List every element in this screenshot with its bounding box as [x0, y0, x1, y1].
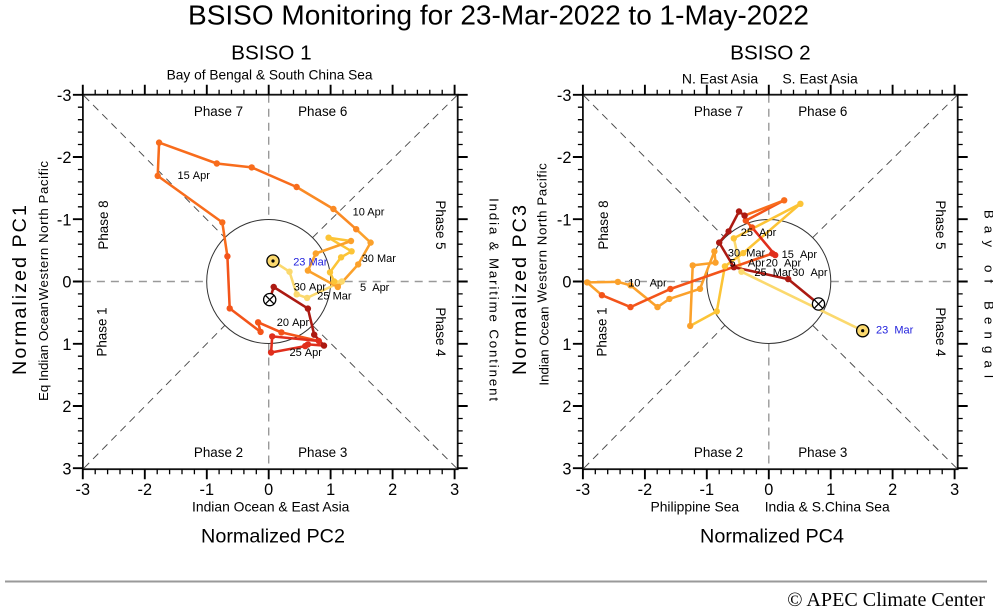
svg-text:-1: -1: [557, 211, 571, 229]
svg-text:Phase 8: Phase 8: [96, 200, 111, 249]
svg-text:-1: -1: [700, 481, 714, 499]
svg-text:25 Apr: 25 Apr: [741, 227, 777, 239]
svg-text:2: 2: [888, 481, 897, 499]
svg-text:Phase 6: Phase 6: [798, 104, 847, 119]
svg-text:2: 2: [62, 398, 71, 416]
svg-text:Normalized PC1: Normalized PC1: [9, 203, 31, 375]
svg-text:Indian Ocean: Indian Ocean: [537, 306, 552, 385]
svg-text:-3: -3: [57, 87, 71, 105]
svg-text:Phase 7: Phase 7: [194, 104, 243, 119]
svg-text:30 Mar: 30 Mar: [362, 253, 397, 265]
svg-text:20 Apr: 20 Apr: [766, 257, 802, 269]
svg-text:0: 0: [264, 481, 273, 499]
svg-text:15 Apr: 15 Apr: [178, 170, 211, 182]
svg-text:Phase 4: Phase 4: [933, 307, 948, 357]
svg-text:India & Maritime Continent: India & Maritime Continent: [487, 198, 502, 403]
svg-text:Eq Indian Ocean: Eq Indian Ocean: [36, 302, 51, 401]
svg-text:Normalized PC4: Normalized PC4: [700, 526, 844, 548]
svg-text:© APEC Climate Center: © APEC Climate Center: [787, 589, 985, 609]
svg-text:Philippine Sea: Philippine Sea: [650, 499, 739, 515]
svg-text:-1: -1: [57, 211, 71, 229]
svg-text:Phase 5: Phase 5: [433, 200, 448, 249]
svg-text:5 Apr: 5 Apr: [730, 257, 766, 269]
svg-text:S. East Asia: S. East Asia: [782, 71, 858, 87]
svg-text:-2: -2: [557, 149, 571, 167]
svg-text:Phase 3: Phase 3: [798, 445, 847, 460]
svg-text:-2: -2: [57, 149, 71, 167]
svg-text:30 Mar: 30 Mar: [728, 247, 766, 259]
svg-text:Normalized PC3: Normalized PC3: [509, 203, 531, 375]
svg-text:-3: -3: [576, 481, 590, 499]
svg-text:Phase 6: Phase 6: [298, 104, 347, 119]
svg-text:1: 1: [562, 336, 571, 354]
svg-text:Bay of Bengal: Bay of Bengal: [982, 210, 993, 385]
svg-text:Phase 8: Phase 8: [596, 200, 611, 249]
svg-text:Phase 3: Phase 3: [298, 445, 347, 460]
svg-text:0: 0: [62, 274, 71, 292]
svg-text:3: 3: [562, 460, 571, 478]
svg-text:BSISO Monitoring for 23-Mar-20: BSISO Monitoring for 23-Mar-2022 to 1-Ma…: [188, 0, 809, 31]
svg-text:23 Mar: 23 Mar: [293, 257, 328, 269]
svg-text:23 Mar: 23 Mar: [876, 325, 914, 337]
svg-text:25 Mar: 25 Mar: [317, 290, 352, 302]
svg-text:1: 1: [62, 336, 71, 354]
svg-text:5 Apr: 5 Apr: [360, 282, 390, 294]
svg-text:3: 3: [62, 460, 71, 478]
svg-text:-3: -3: [76, 481, 90, 499]
svg-text:25 Apr: 25 Apr: [290, 347, 323, 359]
svg-text:Phase 2: Phase 2: [194, 445, 243, 460]
svg-text:India & S.China Sea: India & S.China Sea: [765, 499, 890, 515]
svg-text:Phase 1: Phase 1: [94, 307, 109, 356]
svg-text:15 Apr: 15 Apr: [782, 249, 818, 261]
svg-text:Phase 5: Phase 5: [933, 200, 948, 249]
svg-text:0: 0: [562, 274, 571, 292]
svg-text:N. East Asia: N. East Asia: [682, 71, 758, 87]
svg-text:25 Mar: 25 Mar: [754, 267, 792, 279]
svg-text:Bay of Bengal & South China Se: Bay of Bengal & South China Sea: [167, 68, 373, 83]
svg-text:Western North Pacific: Western North Pacific: [36, 160, 51, 300]
svg-text:BSISO 1: BSISO 1: [231, 42, 312, 65]
svg-text:3: 3: [450, 481, 459, 499]
svg-text:Western North Pacific: Western North Pacific: [535, 163, 550, 303]
svg-text:-1: -1: [200, 481, 214, 499]
svg-text:2: 2: [388, 481, 397, 499]
svg-text:-3: -3: [557, 87, 571, 105]
svg-text:10 Apr: 10 Apr: [628, 278, 667, 290]
svg-text:Normalized PC2: Normalized PC2: [201, 526, 345, 548]
svg-text:Indian Ocean & East Asia: Indian Ocean & East Asia: [192, 499, 350, 515]
svg-text:30 Apr: 30 Apr: [792, 267, 828, 279]
svg-text:BSISO 2: BSISO 2: [730, 42, 811, 65]
svg-text:2: 2: [562, 398, 571, 416]
svg-text:20 Apr: 20 Apr: [277, 317, 310, 329]
svg-text:1: 1: [326, 481, 335, 499]
svg-text:Phase 1: Phase 1: [594, 307, 609, 356]
svg-text:10 Apr: 10 Apr: [353, 206, 385, 218]
svg-text:-2: -2: [138, 481, 152, 499]
svg-text:Phase 7: Phase 7: [694, 104, 743, 119]
svg-text:1: 1: [826, 481, 835, 499]
svg-text:30 Apr: 30 Apr: [294, 281, 327, 293]
svg-text:0: 0: [764, 481, 773, 499]
svg-text:Phase 4: Phase 4: [433, 307, 448, 357]
svg-text:-2: -2: [638, 481, 652, 499]
svg-text:3: 3: [950, 481, 959, 499]
svg-text:Phase 2: Phase 2: [694, 445, 743, 460]
